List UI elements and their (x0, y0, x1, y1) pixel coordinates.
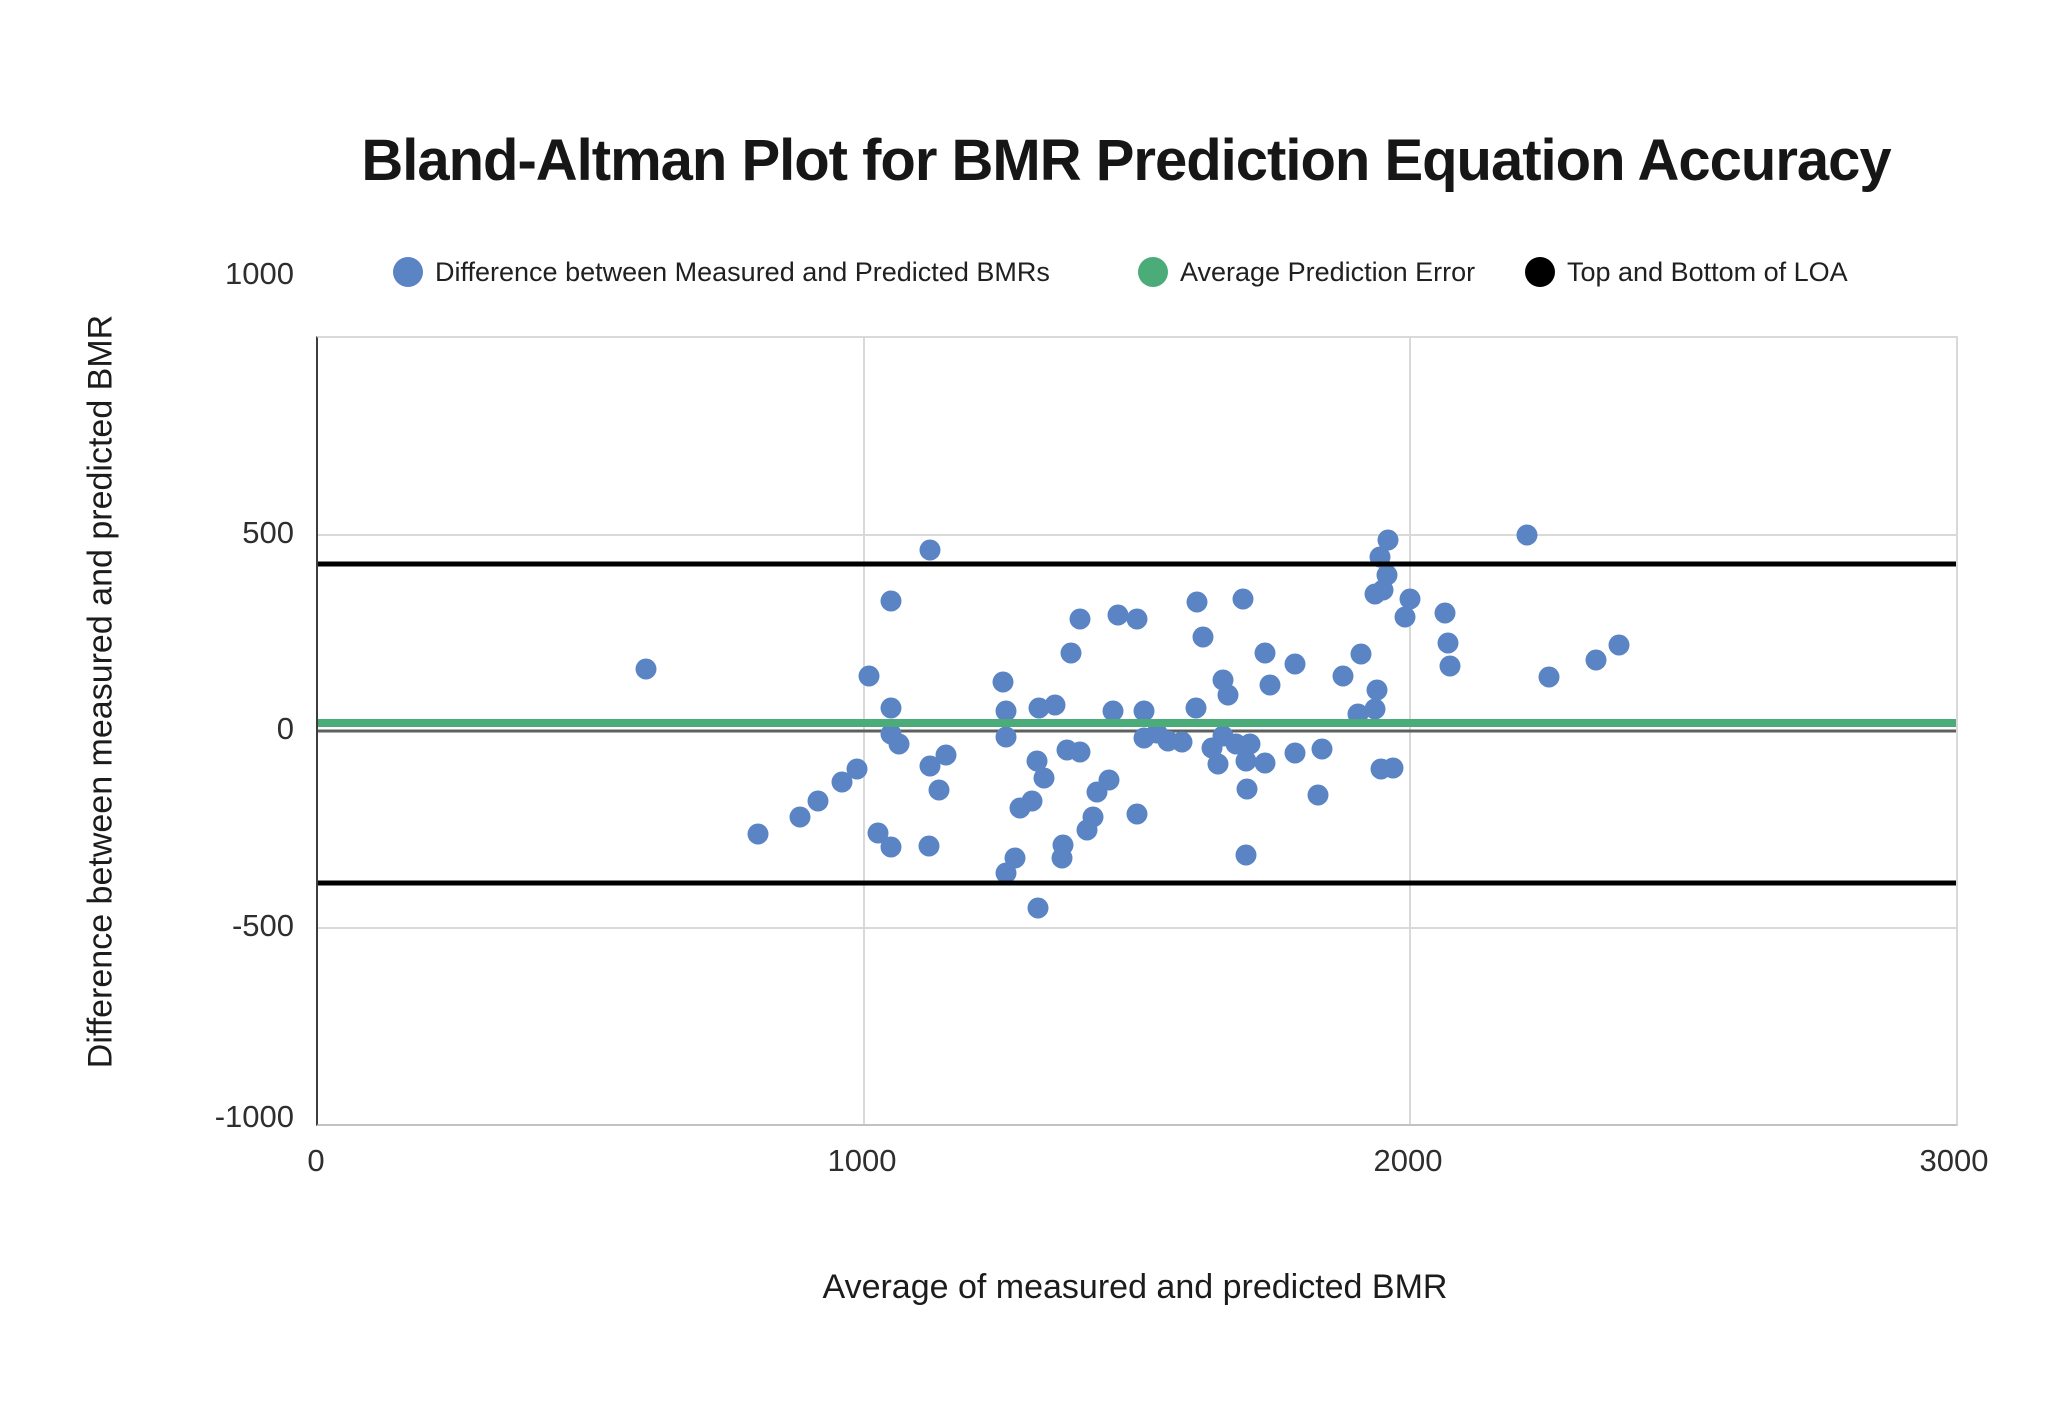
loa-line[interactable] (318, 880, 1956, 886)
data-point[interactable] (880, 836, 902, 858)
data-point[interactable] (880, 590, 902, 612)
data-point[interactable] (1021, 790, 1043, 812)
data-point[interactable] (1126, 803, 1148, 825)
data-point[interactable] (789, 806, 811, 828)
data-point[interactable] (1232, 588, 1254, 610)
data-point[interactable] (1311, 738, 1333, 760)
data-point[interactable] (1102, 700, 1124, 722)
data-point[interactable] (807, 790, 829, 812)
x-tick-label: 1000 (827, 1143, 897, 1178)
data-point[interactable] (1044, 694, 1066, 716)
data-point[interactable] (935, 744, 957, 766)
x-tick-label: 2000 (1373, 1143, 1443, 1178)
horizontal-gridline (318, 533, 1956, 536)
data-point[interactable] (1186, 591, 1208, 613)
data-point[interactable] (1004, 847, 1026, 869)
data-point[interactable] (1033, 767, 1055, 789)
data-point[interactable] (1235, 750, 1257, 772)
data-point[interactable] (1069, 608, 1091, 630)
data-point[interactable] (1069, 741, 1091, 763)
y-tick-label: -1000 (214, 1099, 294, 1134)
data-point[interactable] (1217, 684, 1239, 706)
loa-line[interactable] (318, 561, 1956, 567)
data-point[interactable] (1254, 752, 1276, 774)
data-point[interactable] (1284, 742, 1306, 764)
data-point[interactable] (1236, 778, 1258, 800)
legend-item-loa[interactable]: Top and Bottom of LOA (1525, 255, 1848, 289)
y-tick-label: -500 (231, 907, 294, 943)
data-point[interactable] (888, 733, 910, 755)
data-point[interactable] (1026, 750, 1048, 772)
data-point[interactable] (1538, 666, 1560, 688)
data-point[interactable] (1185, 697, 1207, 719)
data-point[interactable] (1399, 588, 1421, 610)
y-tick-label: 500 (242, 514, 294, 550)
data-point[interactable] (995, 726, 1017, 748)
data-point[interactable] (1439, 655, 1461, 677)
data-point[interactable] (846, 758, 868, 780)
data-point[interactable] (1171, 731, 1193, 753)
data-point[interactable] (1516, 524, 1538, 546)
data-point[interactable] (1434, 602, 1456, 624)
data-point[interactable] (1235, 844, 1257, 866)
data-point[interactable] (1027, 897, 1049, 919)
data-point[interactable] (995, 862, 1017, 884)
data-point[interactable] (1259, 674, 1281, 696)
data-point[interactable] (1192, 626, 1214, 648)
data-point[interactable] (1207, 753, 1229, 775)
black-dot-icon (1525, 257, 1555, 287)
blue-dot-icon (393, 257, 423, 287)
data-point[interactable] (1028, 697, 1050, 719)
data-point[interactable] (1239, 733, 1261, 755)
data-point[interactable] (1051, 847, 1073, 869)
data-point[interactable] (831, 771, 853, 793)
y-axis-title: Difference between measured and predicte… (81, 314, 120, 1069)
x-tick-label: 3000 (1919, 1143, 1989, 1178)
data-point[interactable] (1608, 634, 1630, 656)
legend-item-average-error[interactable]: Average Prediction Error (1138, 255, 1475, 289)
data-point[interactable] (1254, 642, 1276, 664)
horizontal-gridline (318, 926, 1956, 929)
data-point[interactable] (1350, 643, 1372, 665)
data-point[interactable] (992, 671, 1014, 693)
data-point[interactable] (635, 658, 657, 680)
data-point[interactable] (1394, 606, 1416, 628)
data-point[interactable] (919, 539, 941, 561)
data-point[interactable] (919, 755, 941, 777)
data-point[interactable] (1126, 608, 1148, 630)
y-tick-label: 0 (276, 711, 294, 746)
chart-title: Bland-Altman Plot for BMR Prediction Equ… (361, 128, 1891, 193)
data-point[interactable] (1437, 632, 1459, 654)
data-point[interactable] (1332, 665, 1354, 687)
y-tick-label: 1000 (225, 256, 294, 291)
data-point[interactable] (1366, 679, 1388, 701)
data-point[interactable] (995, 700, 1017, 722)
data-point[interactable] (1076, 819, 1098, 841)
data-point[interactable] (1284, 653, 1306, 675)
data-point[interactable] (880, 697, 902, 719)
data-point[interactable] (918, 835, 940, 857)
data-point[interactable] (928, 779, 950, 801)
data-point[interactable] (1382, 757, 1404, 779)
data-point[interactable] (1377, 529, 1399, 551)
x-tick-label: 0 (307, 1143, 325, 1178)
legend-label: Top and Bottom of LOA (1567, 256, 1848, 287)
mean-line[interactable] (318, 719, 1956, 728)
data-point[interactable] (1364, 698, 1385, 720)
data-point[interactable] (747, 823, 769, 845)
data-point[interactable] (1133, 700, 1155, 722)
data-point[interactable] (1307, 784, 1329, 806)
x-axis-title: Average of measured and predicted BMR (822, 1268, 1448, 1306)
green-dot-icon (1138, 257, 1168, 287)
data-point[interactable] (1107, 604, 1129, 626)
legend-label: Difference between Measured and Predicte… (435, 256, 1050, 287)
legend-item-differences[interactable]: Difference between Measured and Predicte… (393, 255, 1050, 289)
data-point[interactable] (1060, 642, 1082, 664)
data-point[interactable] (1086, 781, 1108, 803)
data-point[interactable] (1364, 583, 1385, 605)
data-point[interactable] (1585, 649, 1607, 671)
legend-label: Average Prediction Error (1180, 256, 1476, 287)
plot-area (316, 336, 1958, 1126)
data-point[interactable] (858, 665, 880, 687)
